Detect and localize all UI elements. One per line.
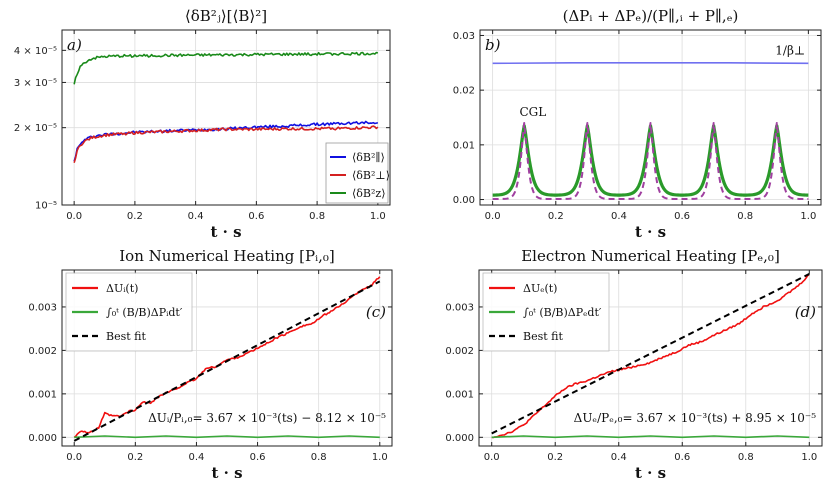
legend: ΔUᵢ(t) ∫₀ᵗ (B/B)ΔPᵢdt′ Best fit [65,272,193,352]
legend-label: ⟨δB²z⟩ [352,187,386,200]
x-tick-label: 0.0 [66,452,82,463]
y-tick-label: 2 × 10⁻⁵ [14,123,57,134]
series-line-1 [73,125,379,164]
legend-label: ⟨δB²⊥⟩ [352,169,390,182]
chart-title: Electron Numerical Heating [Pₑ,₀] [521,247,780,265]
panel-label: b) [485,36,501,54]
chart-title: ⟨δB²ⱼ⟩[⟨B⟩²] [185,7,267,25]
annotation: 1/β⊥ [775,44,805,58]
series-line-2 [73,280,381,442]
x-tick-label: 1.0 [801,452,817,463]
legend: ΔUₑ(t) ∫₀ᵗ (B/B)ΔPₑdt′ Best fit [482,272,610,352]
x-tick-label: 0.6 [674,211,690,222]
axes-frame [61,269,393,447]
x-tick-label: 1.0 [800,211,816,222]
x-tick-label: 0.4 [188,211,204,222]
x-tick-label: 0.2 [547,452,563,463]
series-line-1 [491,435,810,439]
series-line-0 [491,273,810,439]
panel-label: a) [67,36,82,54]
panel-label: (d) [795,303,816,321]
x-tick-label: 0.2 [548,211,564,222]
y-tick-label: 0.03 [453,31,475,42]
y-tick-label: 0.000 [28,433,57,444]
series-line-2 [73,51,379,85]
x-axis-label: t · s [211,464,242,482]
y-tick-label: 0.002 [28,346,57,357]
x-axis-label: t · s [210,223,241,241]
legend-box [325,142,389,204]
series-group [73,276,381,442]
y-tick-label: 0.000 [445,433,474,444]
panel-a: 0.0 0.2 0.4 0.6 0.8 1.0 10⁻⁵ 2 × 10⁻⁵ 3 × 10⁻⁵ 4 … [14,7,391,241]
axes-frame [479,29,822,206]
x-tick-label: 0.0 [484,452,500,463]
legend: ⟨δB²∥⟩ ⟨δB²⊥⟩ ⟨δB²z⟩ [325,142,390,204]
series-line-1 [74,435,380,439]
x-tick-label: 0.6 [674,452,690,463]
y-tick-label: 0.002 [445,346,474,357]
x-tick-label: 1.0 [372,452,388,463]
x-tick-label: 0.8 [311,452,327,463]
y-tick-label: 3 × 10⁻⁵ [14,78,57,89]
legend-label: ∫₀ᵗ (B/B)ΔPₑdt′ [523,306,602,319]
chart-title: Ion Numerical Heating [Pᵢ,₀] [119,247,335,265]
x-tick-label: 0.4 [611,211,627,222]
x-tick-label: 0.4 [188,452,204,463]
panel-b: 0.0 0.2 0.4 0.6 0.8 1.0 0.00 0.01 0.02 0.03 (ΔPᵢ +… [453,7,822,241]
legend-label: ⟨δB²∥⟩ [352,151,385,164]
legend-label: ΔUᵢ(t) [106,282,138,295]
y-tick-label: 0.00 [453,195,475,206]
x-tick-label: 1.0 [370,211,386,222]
y-tick-label: 0.01 [453,140,475,151]
x-axis-label: t · s [635,464,666,482]
annotation: CGL [519,105,546,119]
x-tick-label: 0.8 [309,211,325,222]
series-line-0 [73,276,381,438]
x-tick-label: 0.0 [485,211,501,222]
series-group [492,62,809,200]
x-tick-label: 0.4 [611,452,627,463]
legend-label: ∫₀ᵗ (B/B)ΔPᵢdt′ [106,306,183,319]
panel-c: 0.0 0.2 0.4 0.6 0.8 1.0 0.000 0.001 0.002 0.003 Io… [28,247,393,482]
panel-d: 0.0 0.2 0.4 0.6 0.8 1.0 0.000 0.001 0.002 0.003 El… [445,247,823,482]
x-tick-label: 0.2 [127,211,143,222]
chart-title: (ΔPᵢ + ΔPₑ)/(P∥,ᵢ + P∥,ₑ) [563,7,739,25]
x-tick-label: 0.6 [250,452,266,463]
x-tick-label: 0.0 [66,211,82,222]
y-tick-label: 0.001 [28,389,57,400]
axes-frame [61,29,391,206]
y-tick-label: 0.02 [453,86,475,97]
axes-frame [478,269,823,447]
x-tick-label: 0.8 [737,211,753,222]
y-tick-label: 0.003 [28,302,57,313]
series-line-1 [492,124,809,197]
fit-equation: ΔUᵢ/Pᵢ,₀= 3.67 × 10⁻³(ts) − 8.12 × 10⁻⁵ [148,411,386,425]
series-line-0 [492,62,809,65]
x-tick-label: 0.6 [248,211,264,222]
legend-label: ΔUₑ(t) [523,282,557,295]
fit-equation: ΔUₑ/Pₑ,₀= 3.67 × 10⁻³(ts) + 8.95 × 10⁻⁵ [574,411,817,425]
x-axis-label: t · s [635,223,666,241]
y-tick-label: 10⁻⁵ [35,201,57,212]
panel-label: (c) [366,303,386,321]
y-tick-label: 0.003 [445,302,474,313]
x-tick-label: 0.2 [127,452,143,463]
series-group [73,51,379,164]
y-tick-label: 0.001 [445,389,474,400]
legend-label: Best fit [523,330,563,343]
series-line-2 [492,121,809,200]
series-group [491,273,810,439]
legend-label: Best fit [106,330,146,343]
y-tick-label: 4 × 10⁻⁵ [14,46,57,57]
x-tick-label: 0.8 [738,452,754,463]
